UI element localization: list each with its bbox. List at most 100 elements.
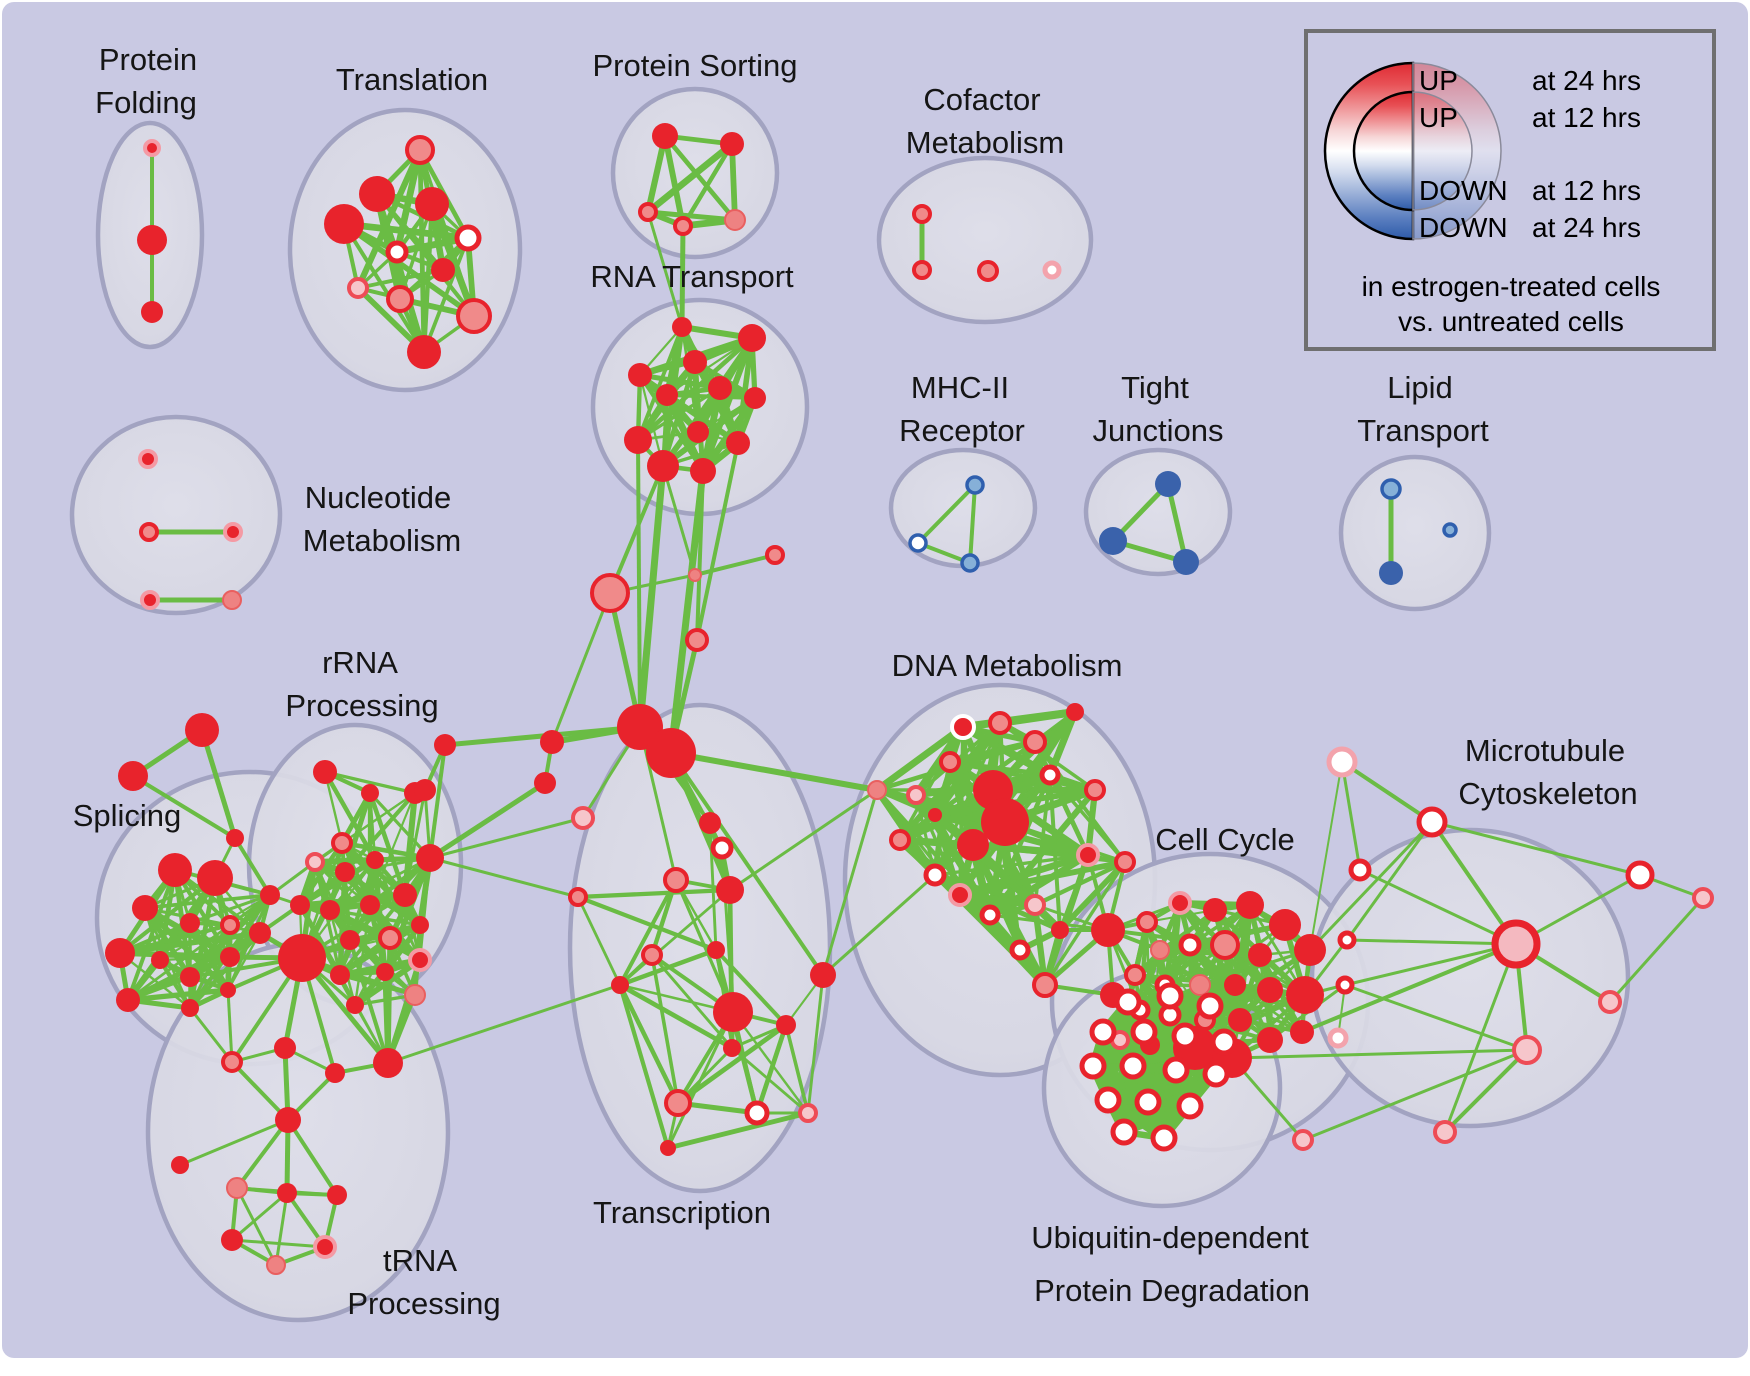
gene-node (1380, 478, 1402, 500)
edge (127, 987, 229, 1003)
gene-node (744, 1100, 770, 1126)
gene-node (1224, 974, 1246, 996)
cluster-label-cell-cycle: Cell Cycle (1155, 822, 1295, 857)
gene-node (979, 904, 1001, 926)
gene-node (266, 1255, 286, 1275)
gene-node (744, 387, 766, 409)
gene-node (540, 730, 564, 754)
edge (645, 141, 735, 215)
gene-node (652, 123, 678, 149)
gene-node (327, 1185, 347, 1205)
gene-node (181, 999, 199, 1017)
edge (874, 724, 966, 793)
gene-node (1269, 909, 1301, 941)
gene-node (197, 860, 233, 896)
legend: UP at 24 hrs UP at 12 hrs DOWN at 12 hrs DOWN a… (1304, 29, 1716, 351)
cluster-label-lipid-transport: Lipid (1387, 370, 1453, 405)
edge (1346, 938, 1517, 946)
gene-node (434, 734, 456, 756)
edge (131, 774, 237, 840)
cluster-label-nucleotide-metabolism: Nucleotide (305, 480, 451, 515)
gene-node (138, 449, 158, 469)
gene-node (1286, 976, 1324, 1014)
gene-node (386, 285, 414, 313)
gene-node (185, 713, 219, 747)
edge (357, 268, 444, 290)
gene-node (1294, 934, 1326, 966)
edge (299, 903, 421, 927)
gene-node (140, 590, 160, 610)
edge (1430, 820, 1518, 946)
gene-node (1155, 471, 1181, 497)
gene-node (738, 324, 766, 352)
cluster-label-microtubule-cytoskeleton: Cytoskeleton (1458, 776, 1637, 811)
gene-node (950, 714, 976, 740)
gene-node (415, 187, 449, 221)
cluster-label-tight-junctions: Tight (1121, 370, 1189, 405)
gene-node (1119, 1052, 1147, 1080)
gene-node (431, 258, 455, 282)
edge (934, 853, 1089, 877)
gene-node (275, 1107, 301, 1133)
gene-node (385, 240, 409, 264)
edge (1048, 773, 1127, 864)
gene-node (249, 922, 271, 944)
legend-direction-3: DOWN (1419, 212, 1508, 243)
edge (286, 1118, 339, 1197)
edge (670, 750, 878, 793)
edge (1301, 942, 1517, 1034)
gene-node (707, 941, 725, 959)
gene-node (1150, 1124, 1178, 1152)
edge (1107, 928, 1226, 947)
edge (428, 744, 447, 859)
edge (661, 465, 697, 576)
gene-node (977, 260, 999, 282)
cluster-label-cofactor-metabolism: Metabolism (906, 125, 1065, 160)
legend-time-3: at 24 hrs (1532, 212, 1641, 243)
edge (231, 1191, 288, 1242)
cluster-label-nucleotide-metabolism: Metabolism (303, 523, 462, 558)
cluster-label-microtubule-cytoskeleton: Microtubule (1465, 733, 1625, 768)
edge (341, 840, 431, 861)
gene-node (1196, 992, 1224, 1020)
edge (822, 873, 936, 977)
gene-node (1089, 1018, 1117, 1046)
gene-node (628, 363, 652, 387)
edge (1340, 761, 1362, 871)
edge (732, 1011, 809, 1114)
legend-caption-line-1: vs. untreated cells (1398, 306, 1624, 337)
gene-node (908, 533, 928, 553)
gene-node (325, 1063, 345, 1083)
gene-node (765, 545, 785, 565)
edge (650, 954, 680, 1104)
gene-node (139, 522, 159, 542)
gene-node (105, 938, 135, 968)
edge (1359, 868, 1517, 946)
edge (968, 484, 977, 564)
gene-node (688, 568, 702, 582)
gene-node (416, 844, 444, 872)
gene-node (590, 573, 630, 613)
legend-time-2: at 12 hrs (1532, 175, 1641, 206)
gene-node (220, 982, 236, 998)
gene-node (347, 277, 369, 299)
gene-node (360, 895, 380, 915)
gene-node (1171, 1022, 1199, 1050)
edge (429, 816, 584, 860)
gene-node (407, 335, 441, 369)
legend-direction-0: UP (1419, 65, 1458, 96)
gene-node (376, 963, 394, 981)
gene-node (313, 760, 337, 784)
gene-node (260, 885, 280, 905)
edge (636, 465, 667, 728)
gene-node (776, 1015, 796, 1035)
gene-node (867, 780, 887, 800)
edge (639, 372, 721, 391)
gene-node (1009, 939, 1031, 961)
gene-node (638, 202, 658, 222)
gene-node (1023, 730, 1047, 754)
edge (1340, 760, 1434, 824)
legend-time-0: at 24 hrs (1532, 65, 1641, 96)
gene-node (1051, 921, 1069, 939)
gene-node (137, 225, 167, 255)
